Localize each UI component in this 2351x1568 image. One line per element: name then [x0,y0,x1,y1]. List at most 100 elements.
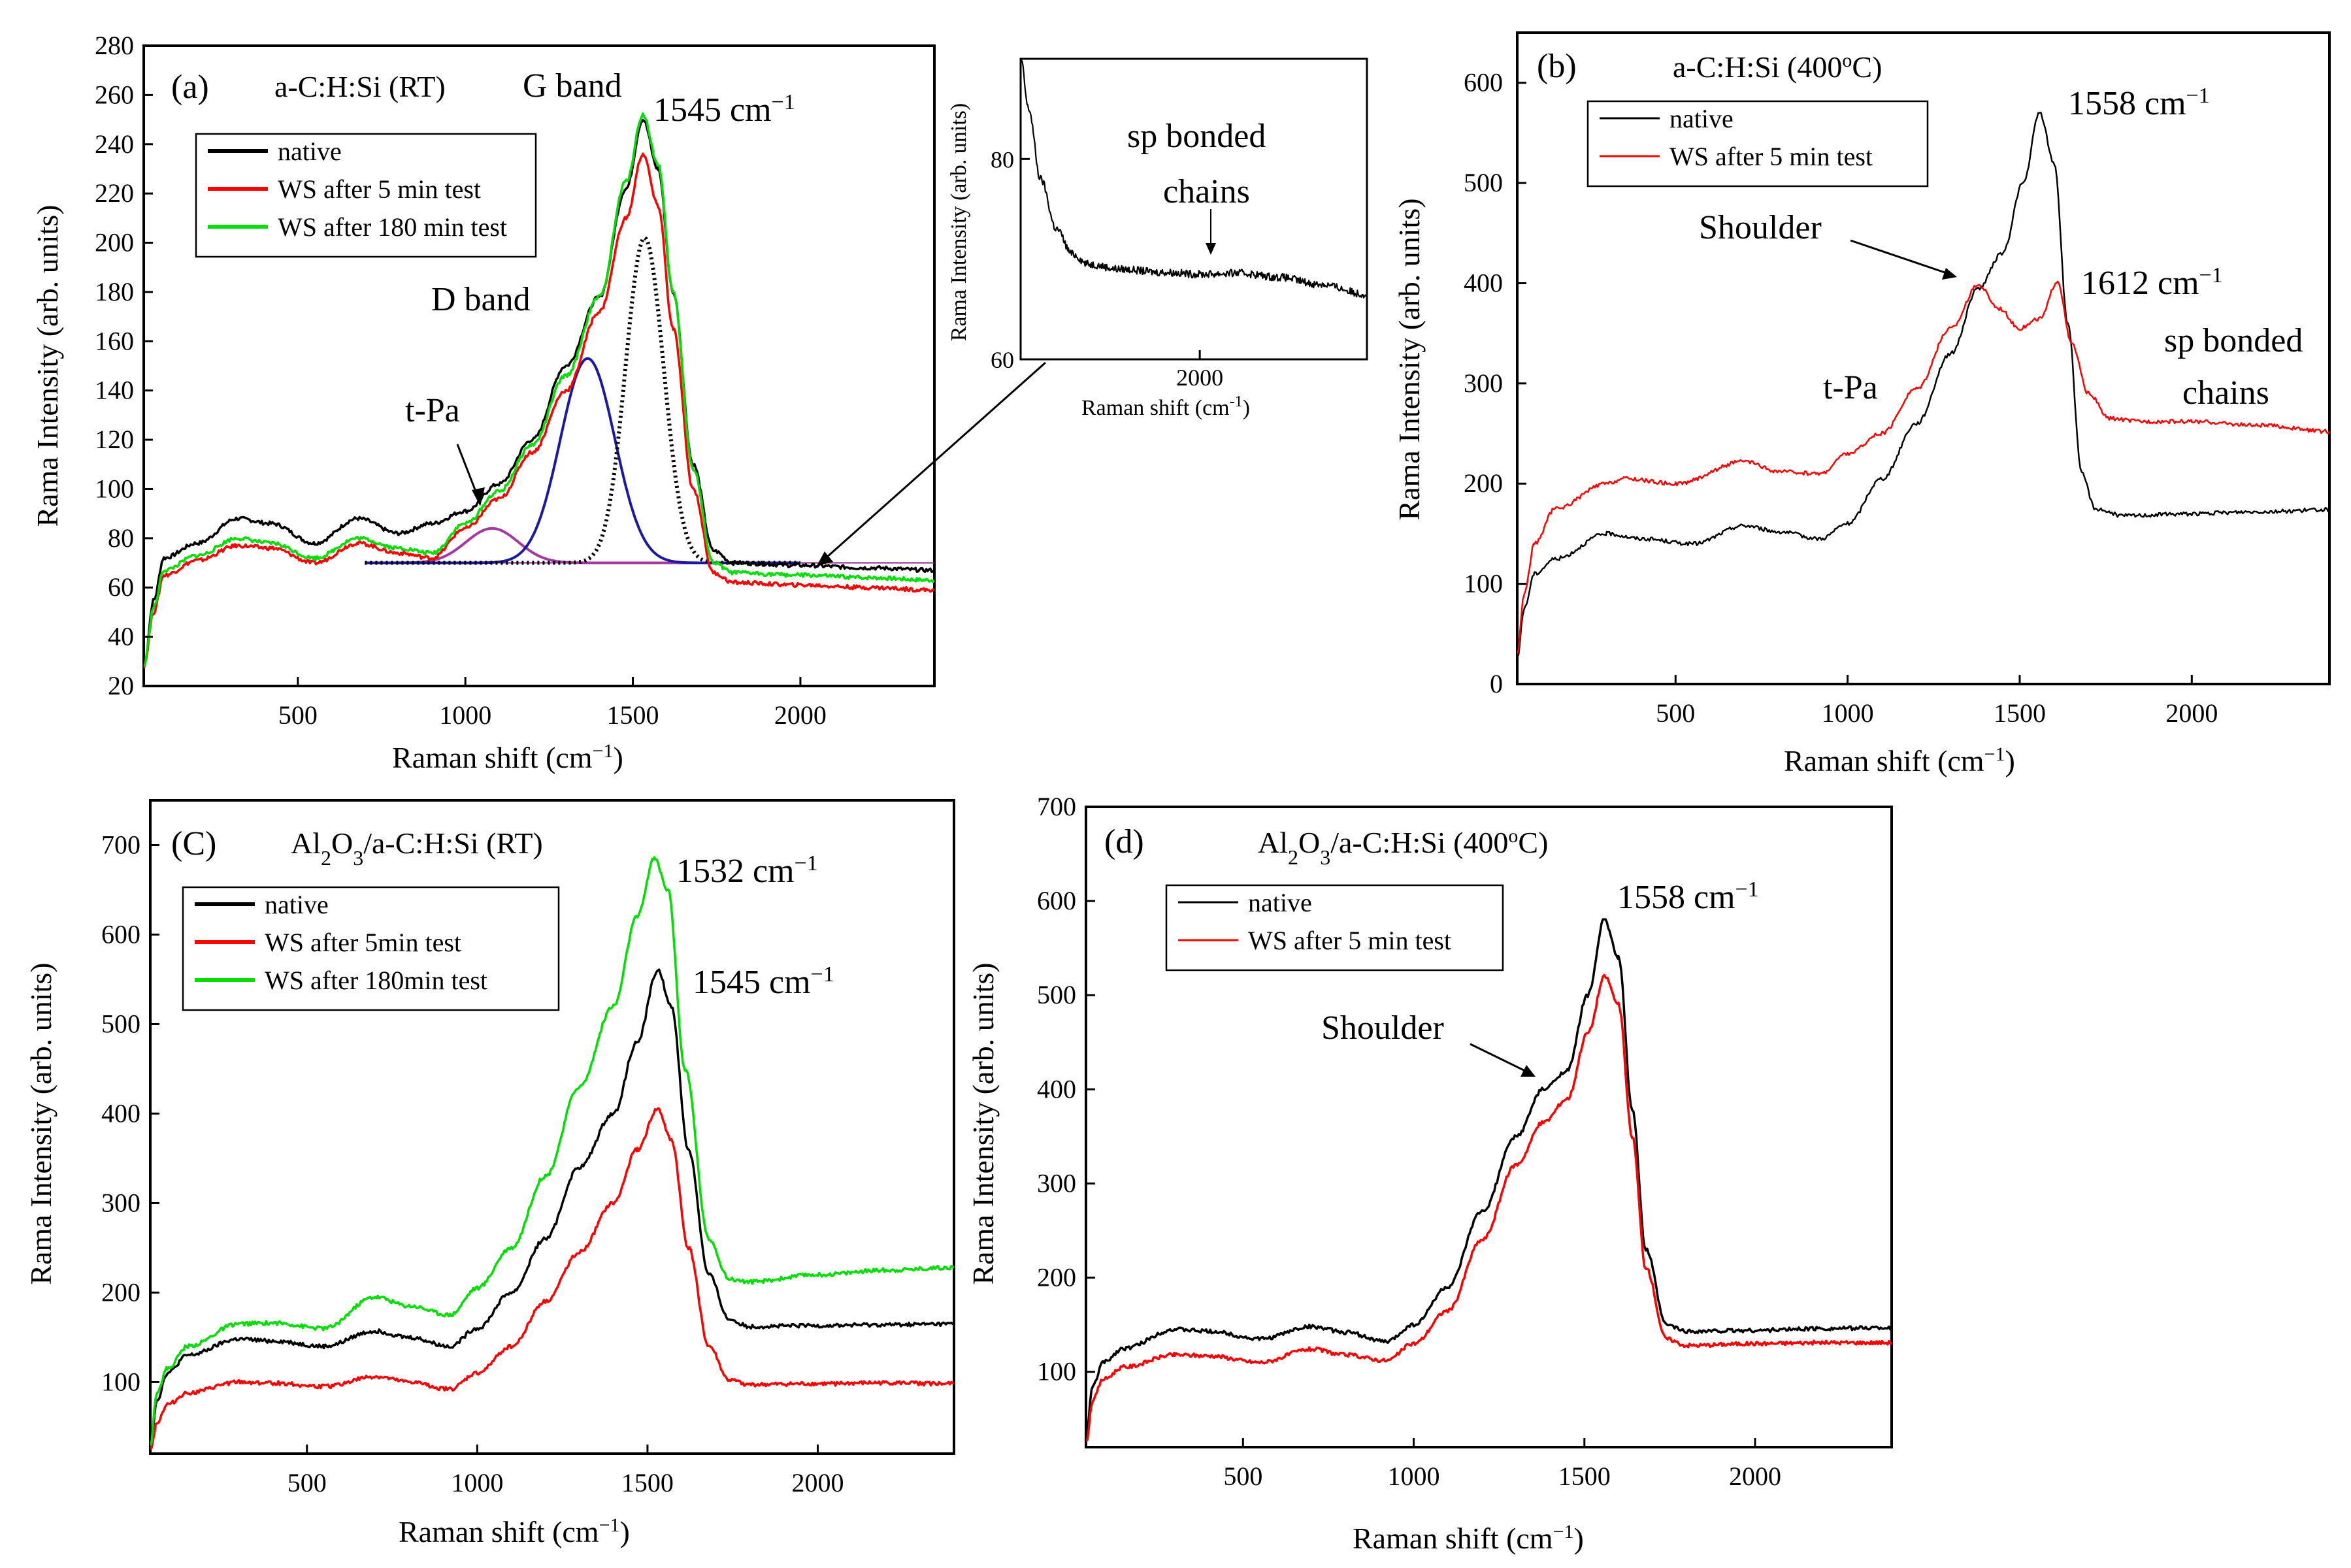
series-native [1517,112,2329,658]
panel-c-series [150,856,954,1450]
legend-box [195,133,537,258]
panel-b: 0 100 200 300 400 500 600 500 1000 1500 2000 nati… [1392,31,2331,778]
t-pa-label: t-Pa [405,392,460,429]
y-tick-label: 20 [108,671,134,700]
y-tick-label: 140 [95,376,134,405]
x-tick-label: 2000 [1176,365,1223,391]
panel-b-peak2-label: 1612 cm−1 [2081,263,2223,302]
panel-b-series [1517,112,2329,658]
legend-box [1587,100,1929,188]
y-tick-label: 280 [95,31,134,60]
panel-a-y-ticks: 20 40 60 80 100 120 140 160 180 200 220 240 260 280 [95,31,153,700]
y-tick-label: 100 [1464,569,1503,598]
panel-d-legend: native WS after 5 min test [1165,884,1504,972]
inset-pointer-arrow [819,361,1046,564]
panel-b-peak1-label: 1558 cm−1 [2068,84,2210,123]
y-tick-label: 500 [1037,980,1076,1009]
inset-pointer-arrowhead [817,551,833,566]
x-tick-label: 2000 [792,1468,844,1497]
y-tick-label: 100 [95,474,134,503]
x-tick-label: 1000 [1388,1462,1440,1491]
legend-label: native [1248,888,1312,917]
series-ws-after-5-min-test [1086,973,1892,1442]
panel-a-label: (a) [171,69,209,106]
panel-d: 100 200 300 400 500 600 700 500 1000 1500 2000 na… [966,792,1893,1555]
y-tick-label: 600 [1037,886,1076,915]
inset-sp-label: sp bonded [1127,118,1266,155]
panel-b-frame [1516,31,2331,685]
panel-b-shoulder-arrowhead [1942,268,1957,280]
panel-d-shoulder-arrowhead [1521,1065,1536,1077]
inset-frame [1019,57,1368,361]
legend-label: native [265,890,329,919]
panel-b-shoulder-arrow [1850,239,1951,276]
panel-c-y-ticks: 100 200 300 400 500 600 700 [101,830,159,1396]
panel-d-shoulder-label: Shoulder [1321,1009,1444,1047]
panel-a: 20 40 60 80 100 120 140 160 180 200 220 240 260 280 5… [31,31,1046,774]
series-ws-after-5-min-test [1517,280,2329,655]
panel-d-y-ticks: 100 200 300 400 500 600 700 [1037,792,1095,1386]
legend-label: native [278,137,342,166]
y-tick-label: 60 [991,347,1014,373]
panel-b-legend: native WS after 5 min test [1587,100,1929,188]
x-tick-label: 1500 [1558,1462,1611,1491]
legend-label: native [1669,104,1734,133]
legend-label: WS after 180 min test [278,212,507,242]
x-tick-label: 500 [1223,1462,1262,1491]
panel-d-shoulder-arrow [1470,1043,1530,1074]
panel-b-label: (b) [1537,48,1577,85]
series-native [1086,918,1892,1439]
panel-b-xlabel: Raman shift (cm−1) [1784,743,2015,778]
panel-c-frame [149,799,955,1455]
series-ws-after-180min-test [150,856,954,1446]
legend-label: WS after 5 min test [1248,926,1451,955]
legend-label: WS after 5min test [265,928,461,957]
inset-ylabel: Rama Intensity (arb. units) [947,103,971,341]
panel-d-peak1-label: 1558 cm−1 [1617,877,1759,917]
inset-sp-arrowhead [1206,243,1216,255]
series-native [150,968,954,1446]
x-tick-label: 500 [278,700,318,730]
panel-d-title: Al2O3/a-C:H:Si (400oC) [1258,825,1548,870]
panel-d-ylabel: Rama Intensity (arb. units) [966,962,1000,1284]
y-tick-label: 400 [1464,268,1503,297]
panel-a-inset: 60 80 2000 Rama Intensity (arb. units) Ra… [947,57,1368,420]
panel-a-x-ticks: 500 1000 1500 2000 [278,677,827,730]
legend-box [1165,884,1504,972]
y-tick-label: 160 [95,326,134,355]
y-tick-label: 40 [108,622,134,651]
y-tick-label: 400 [1037,1074,1076,1103]
y-tick-label: 120 [95,425,134,454]
y-tick-label: 180 [95,277,134,306]
inset-series [1021,59,1367,299]
y-tick-label: 100 [101,1367,140,1396]
g-peak-label: 1545 cm−1 [653,90,795,129]
y-tick-label: 220 [95,178,134,208]
y-tick-label: 100 [1037,1357,1076,1386]
legend-label: WS after 5 min test [1669,142,1873,171]
x-tick-label: 1500 [1994,698,2046,728]
x-tick-label: 2000 [2165,698,2218,728]
series-ws-after-5min-test [150,1107,954,1450]
y-tick-label: 60 [108,572,134,602]
panel-b-sp-label: sp bonded [2164,322,2303,359]
y-tick-label: 700 [101,830,140,859]
panel-c-xlabel: Raman shift (cm−1) [399,1514,630,1549]
y-tick-label: 200 [1464,468,1503,498]
series-ws-after-5-min-test [144,152,934,669]
x-tick-label: 1500 [607,700,659,730]
y-tick-label: 260 [95,80,134,109]
panel-b-chains-label: chains [2182,374,2269,412]
y-tick-label: 500 [101,1009,140,1038]
panel-b-x-ticks: 500 1000 1500 2000 [1656,675,2218,728]
y-tick-label: 400 [101,1098,140,1128]
y-tick-label: 240 [95,129,134,159]
panel-c-label: (C) [171,825,216,862]
y-tick-label: 200 [95,228,134,257]
d-band-label: D band [431,281,531,318]
panel-d-label: (d) [1104,823,1144,860]
panel-c-x-ticks: 500 1000 1500 2000 [288,1445,844,1497]
y-tick-label: 200 [1037,1263,1076,1292]
panel-c-peak2-label: 1545 cm−1 [693,962,834,1002]
x-tick-label: 500 [1656,698,1695,728]
